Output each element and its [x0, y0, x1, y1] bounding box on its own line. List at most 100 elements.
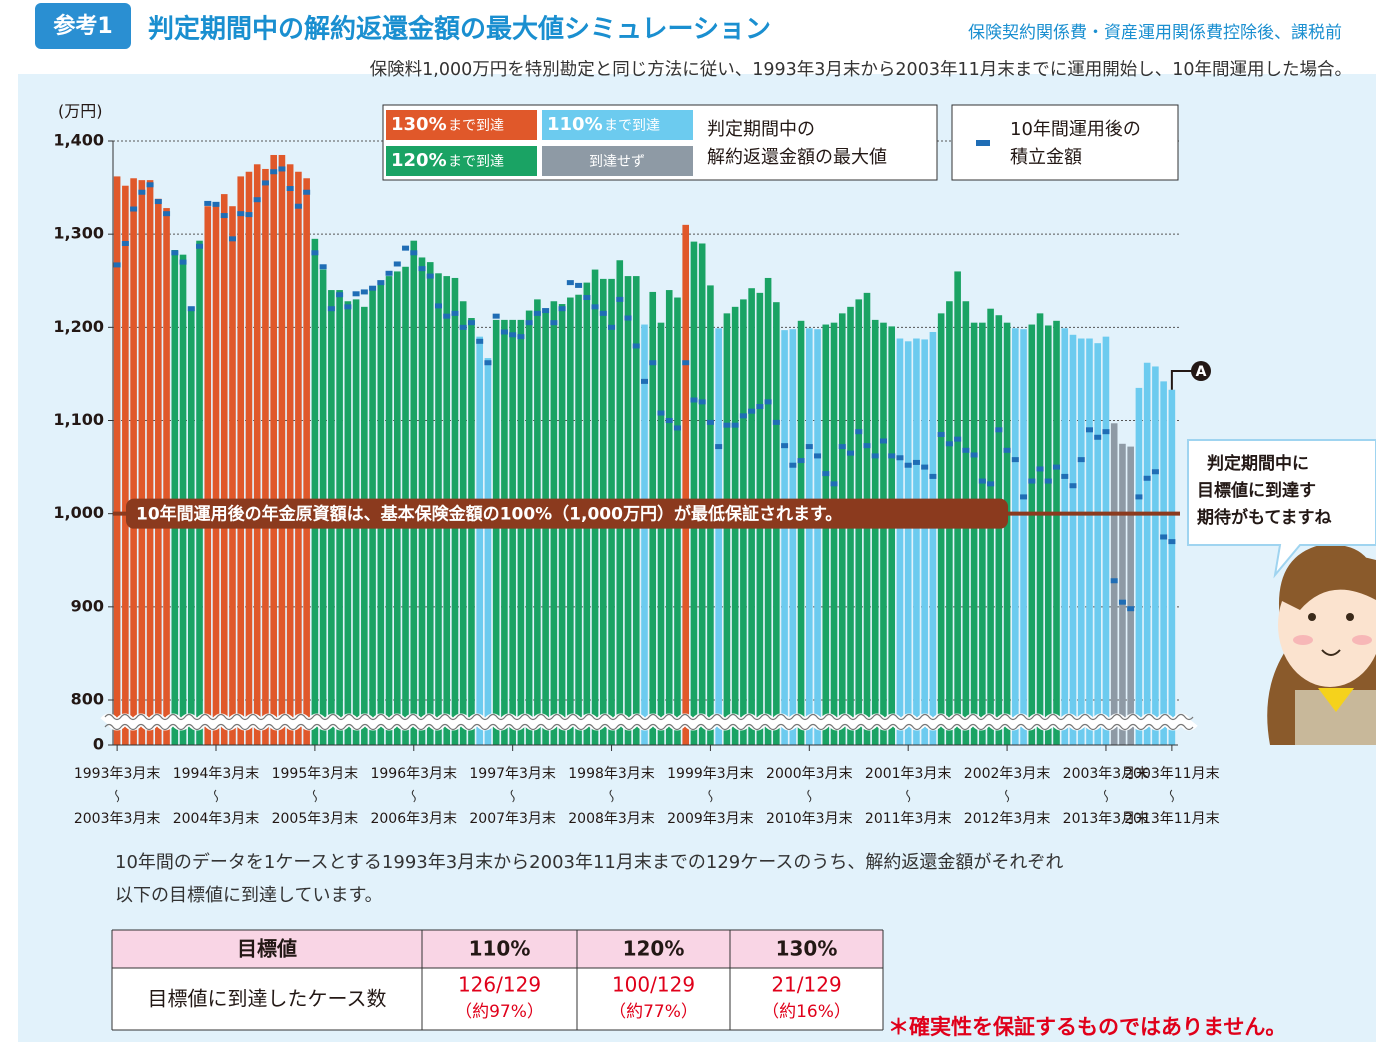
end-value-mark — [657, 411, 664, 416]
x-tick-label: 2007年3月末 — [469, 811, 556, 827]
table-header: 目標値 — [237, 937, 297, 961]
end-value-mark — [114, 262, 121, 267]
x-tick-label: 1993年3月末 — [74, 766, 161, 782]
bar — [501, 320, 508, 745]
table-cell: 21/129 — [771, 973, 841, 997]
body-text: 以下の目標値に到達しています。 — [115, 885, 383, 906]
table-cell: （約16%） — [762, 1002, 851, 1022]
y-tick-label: 1,100 — [53, 410, 104, 429]
end-value-mark — [204, 201, 211, 206]
end-value-mark — [905, 463, 912, 468]
bar — [888, 326, 895, 745]
bar — [641, 325, 648, 745]
table-header: 110% — [469, 937, 531, 961]
end-value-mark — [122, 241, 129, 246]
end-value-mark — [443, 314, 450, 319]
end-value-mark — [880, 438, 887, 443]
legend-series-name: 積立金額 — [1010, 147, 1082, 168]
end-value-mark — [1119, 600, 1126, 605]
end-value-mark — [987, 481, 994, 486]
end-value-mark — [1152, 469, 1159, 474]
bar — [1020, 329, 1027, 745]
bar — [1061, 328, 1068, 745]
end-value-mark — [155, 199, 162, 204]
bar — [468, 318, 475, 745]
legend-series-name: 解約返還金額の最大値 — [707, 147, 887, 168]
x-tick-label: 2013年11月末 — [1124, 811, 1219, 827]
x-tick-label: 2006年3月末 — [370, 811, 457, 827]
bar — [1078, 339, 1085, 745]
bar — [691, 242, 698, 745]
x-tick-label: 1997年3月末 — [469, 766, 556, 782]
x-tick-label: 2000年3月末 — [766, 766, 853, 782]
end-value-mark — [550, 320, 557, 325]
bar — [287, 164, 294, 745]
bar — [237, 176, 244, 745]
bar — [122, 186, 129, 745]
bar — [1012, 328, 1019, 745]
end-value-mark — [468, 320, 475, 325]
bar — [229, 206, 236, 745]
end-value-mark — [641, 379, 648, 384]
bar — [114, 176, 121, 745]
end-value-mark — [476, 339, 483, 344]
end-value-mark — [1168, 539, 1175, 544]
end-value-mark — [674, 425, 681, 430]
bar — [410, 241, 417, 745]
end-value-mark — [1045, 479, 1052, 484]
x-tick-label: 2009年3月末 — [667, 811, 754, 827]
end-value-mark — [559, 306, 566, 311]
x-tick-label: 2004年3月末 — [173, 811, 260, 827]
description: 保険料1,000万円を特別勘定と同じ方法に従い、1993年3月末から2003年1… — [370, 60, 1352, 80]
bar — [172, 250, 179, 745]
end-value-mark — [699, 399, 706, 404]
end-value-mark — [377, 280, 384, 285]
end-value-mark — [1037, 466, 1044, 471]
y-tick-label: 0 — [93, 735, 104, 754]
end-value-mark — [1028, 479, 1035, 484]
bar — [806, 328, 813, 745]
x-tick-label: 2011年3月末 — [865, 811, 952, 827]
bar — [1144, 363, 1151, 745]
bar — [279, 155, 286, 745]
bar — [1119, 444, 1126, 745]
bar — [724, 313, 731, 745]
bar — [262, 169, 269, 745]
table-cell: 100/129 — [612, 973, 695, 997]
y-tick-label: 1,000 — [53, 503, 104, 522]
end-value-mark — [542, 308, 549, 313]
end-value-mark — [1053, 465, 1060, 470]
end-value-mark — [625, 316, 632, 321]
end-value-mark — [435, 303, 442, 308]
x-tick-label: 2002年3月末 — [964, 766, 1051, 782]
end-value-mark — [822, 471, 829, 476]
legend-label: 120% — [391, 150, 447, 171]
end-value-mark — [723, 423, 730, 428]
bar — [699, 243, 706, 745]
legend-label: まで到達 — [604, 118, 660, 134]
x-tick-label: 1998年3月末 — [568, 766, 655, 782]
bar — [1160, 381, 1167, 745]
end-value-mark — [1135, 494, 1142, 499]
end-value-mark — [789, 463, 796, 468]
bar — [493, 320, 500, 745]
bar — [1103, 337, 1110, 745]
x-tick-label: 1999年3月末 — [667, 766, 754, 782]
end-value-mark — [1102, 429, 1109, 434]
bar — [971, 323, 978, 745]
end-value-mark — [1111, 578, 1118, 583]
bar — [839, 313, 846, 745]
bar — [715, 328, 722, 745]
bubble-text: 判定期間中に — [1207, 453, 1309, 474]
end-value-mark — [138, 190, 145, 195]
end-value-mark — [311, 250, 318, 255]
x-tick-label: 2008年3月末 — [568, 811, 655, 827]
legend-series-name: 10年間運用後の — [1010, 119, 1141, 140]
page-canvas: 参考1 判定期間中の解約返還金額の最大値シミュレーション 保険契約関係費・資産運… — [0, 0, 1376, 1045]
end-value-mark — [995, 427, 1002, 432]
end-value-mark — [814, 453, 821, 458]
end-value-mark — [798, 458, 805, 463]
end-value-mark — [740, 413, 747, 418]
bar — [303, 178, 310, 745]
end-value-mark — [1004, 448, 1011, 453]
